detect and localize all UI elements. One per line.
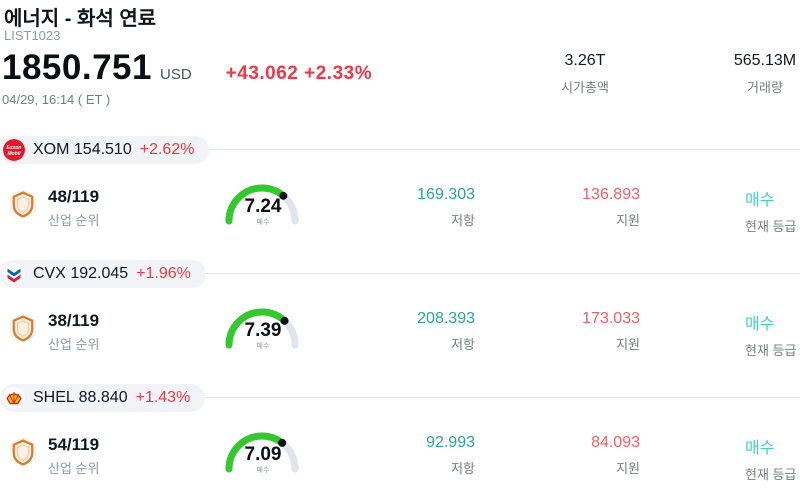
rating-gauge: 7.39 매수 — [222, 300, 304, 356]
rating-gauge: 7.09 매수 — [222, 424, 304, 480]
support-value: 173.033 — [582, 310, 640, 327]
resistance-col: 92.993 저항 — [355, 434, 475, 477]
support-label: 지원 — [616, 337, 640, 352]
divider — [190, 273, 800, 274]
resistance-value: 208.393 — [417, 310, 475, 327]
index-change: +43.062 +2.33% — [225, 63, 373, 84]
gauge-value: 7.09 — [244, 444, 282, 465]
rank-value: 38/119 — [48, 311, 100, 330]
industry-rank: 48/119 산업 순위 — [48, 187, 99, 229]
industry-rank: 54/119 산업 순위 — [48, 435, 99, 477]
chevron-logo-icon — [3, 263, 25, 285]
list-id: LIST1023 — [4, 28, 61, 43]
ticker-pill-cvx[interactable]: CVX 192.045 +1.96% — [0, 260, 206, 288]
support-label: 지원 — [616, 461, 640, 476]
support-col: 84.093 지원 — [520, 434, 640, 477]
resistance-col: 208.393 저항 — [355, 310, 475, 353]
divider — [190, 149, 800, 150]
rating-label: 현재 등급 — [745, 343, 797, 358]
gauge-arc-icon — [225, 432, 299, 473]
ticker-change: +1.43% — [135, 389, 191, 406]
index-price-row: 1850.751 USD +43.062 +2.33% — [2, 48, 372, 88]
resistance-value: 92.993 — [426, 434, 475, 451]
resistance-label: 저항 — [451, 461, 475, 476]
rank-label: 산업 순위 — [48, 461, 100, 476]
rating-value: 매수 — [745, 192, 775, 209]
resistance-col: 169.303 저항 — [355, 186, 475, 229]
support-col: 173.033 지원 — [520, 310, 640, 353]
svg-text:Exxon: Exxon — [6, 145, 21, 151]
support-value: 136.893 — [582, 186, 640, 203]
industry-rank-shield-icon — [10, 189, 36, 219]
ticker-price: XOM 154.510 — [33, 141, 132, 158]
volume-label: 거래량 — [747, 80, 783, 95]
market-cap-label: 시가총액 — [561, 80, 609, 95]
rating-label: 현재 등급 — [745, 467, 797, 482]
ticker-pill-xom[interactable]: Exxon Mobil XOM 154.510 +2.62% — [0, 136, 210, 164]
ticker-change: +2.62% — [139, 141, 195, 158]
index-price: 1850.751 — [2, 48, 152, 87]
market-cap-value: 3.26T — [564, 52, 606, 69]
rating-col: 매수 현재 등급 — [745, 310, 800, 359]
ticker-pill-shel[interactable]: SHEL 88.840 +1.43% — [0, 384, 206, 412]
page-title: 에너지 - 화석 연료 — [4, 8, 157, 30]
rank-value: 54/119 — [48, 435, 100, 454]
rating-label: 현재 등급 — [745, 219, 797, 234]
resistance-label: 저항 — [451, 213, 475, 228]
rating-col: 매수 현재 등급 — [745, 186, 800, 235]
resistance-label: 저항 — [451, 337, 475, 352]
stock-row-cvx: CVX 192.045 +1.96% 38/119 산업 순위 7.39 매수 … — [0, 254, 800, 378]
svg-text:Mobil: Mobil — [7, 151, 21, 157]
gauge-arc-icon — [225, 308, 299, 349]
industry-rank-shield-icon — [10, 313, 36, 343]
rating-value: 매수 — [745, 316, 775, 333]
stock-row-xom: Exxon Mobil XOM 154.510 +2.62% 48/119 산업… — [0, 130, 800, 254]
timestamp: 04/29, 16:14 ( ET ) — [2, 92, 111, 107]
industry-rank: 38/119 산업 순위 — [48, 311, 99, 353]
support-value: 84.093 — [591, 434, 640, 451]
divider — [190, 397, 800, 398]
gauge-label: 매수 — [256, 343, 270, 350]
rating-value: 매수 — [745, 440, 775, 457]
rating-col: 매수 현재 등급 — [745, 434, 800, 483]
volume-value: 565.13M — [733, 52, 797, 69]
exxon-mobil-logo-icon: Exxon Mobil — [3, 139, 25, 161]
rank-label: 산업 순위 — [48, 337, 100, 352]
gauge-arc-icon — [225, 184, 299, 225]
stock-row-shel: SHEL 88.840 +1.43% 54/119 산업 순위 7.09 매수 … — [0, 378, 800, 488]
rating-gauge: 7.24 매수 — [222, 176, 304, 232]
gauge-label: 매수 — [256, 219, 270, 226]
gauge-value: 7.39 — [244, 320, 282, 341]
ticker-price: CVX 192.045 — [33, 265, 129, 282]
support-col: 136.893 지원 — [520, 186, 640, 229]
shell-logo-icon — [3, 387, 25, 409]
market-cap-stat: 3.26T 시가총액 — [520, 52, 650, 96]
currency-label: USD — [159, 66, 192, 83]
rank-value: 48/119 — [48, 187, 100, 206]
volume-stat: 565.13M 거래량 — [700, 52, 800, 96]
rank-label: 산업 순위 — [48, 213, 100, 228]
support-label: 지원 — [616, 213, 640, 228]
gauge-value: 7.24 — [244, 196, 282, 217]
gauge-label: 매수 — [256, 467, 270, 474]
resistance-value: 169.303 — [417, 186, 475, 203]
ticker-change: +1.96% — [136, 265, 191, 282]
industry-rank-shield-icon — [10, 437, 36, 467]
ticker-price: SHEL 88.840 — [33, 389, 128, 406]
